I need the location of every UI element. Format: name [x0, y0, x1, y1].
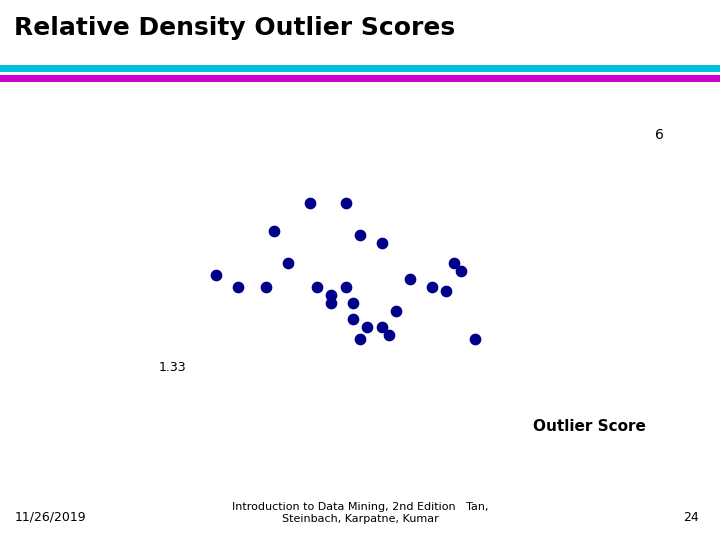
Point: [354, 231, 366, 240]
Text: 6: 6: [655, 127, 664, 141]
Point: [448, 259, 459, 268]
Text: Outlier Score: Outlier Score: [533, 419, 646, 434]
Text: 1.33: 1.33: [158, 361, 186, 374]
Point: [469, 335, 481, 343]
Point: [340, 199, 351, 208]
Point: [347, 299, 359, 308]
Point: [340, 283, 351, 292]
Point: [304, 199, 315, 208]
Point: [390, 307, 402, 316]
Point: [261, 283, 272, 292]
Point: [383, 331, 395, 340]
Point: [268, 227, 279, 236]
Point: [441, 287, 452, 296]
Point: [361, 323, 373, 332]
Point: [455, 267, 467, 276]
Point: [376, 323, 387, 332]
Point: [311, 283, 323, 292]
Point: [347, 315, 359, 323]
Point: [325, 291, 337, 300]
Point: [232, 283, 243, 292]
Text: Relative Density Outlier Scores: Relative Density Outlier Scores: [14, 16, 456, 40]
Text: 24: 24: [683, 511, 698, 524]
Point: [426, 283, 438, 292]
Point: [210, 271, 222, 280]
Point: [405, 275, 416, 284]
Text: 11/26/2019: 11/26/2019: [14, 511, 86, 524]
Point: [354, 335, 366, 343]
Text: Introduction to Data Mining, 2nd Edition   Tan,
Steinbach, Karpatne, Kumar: Introduction to Data Mining, 2nd Edition…: [232, 502, 488, 524]
Point: [325, 299, 337, 308]
Point: [282, 259, 294, 268]
Point: [376, 239, 387, 248]
